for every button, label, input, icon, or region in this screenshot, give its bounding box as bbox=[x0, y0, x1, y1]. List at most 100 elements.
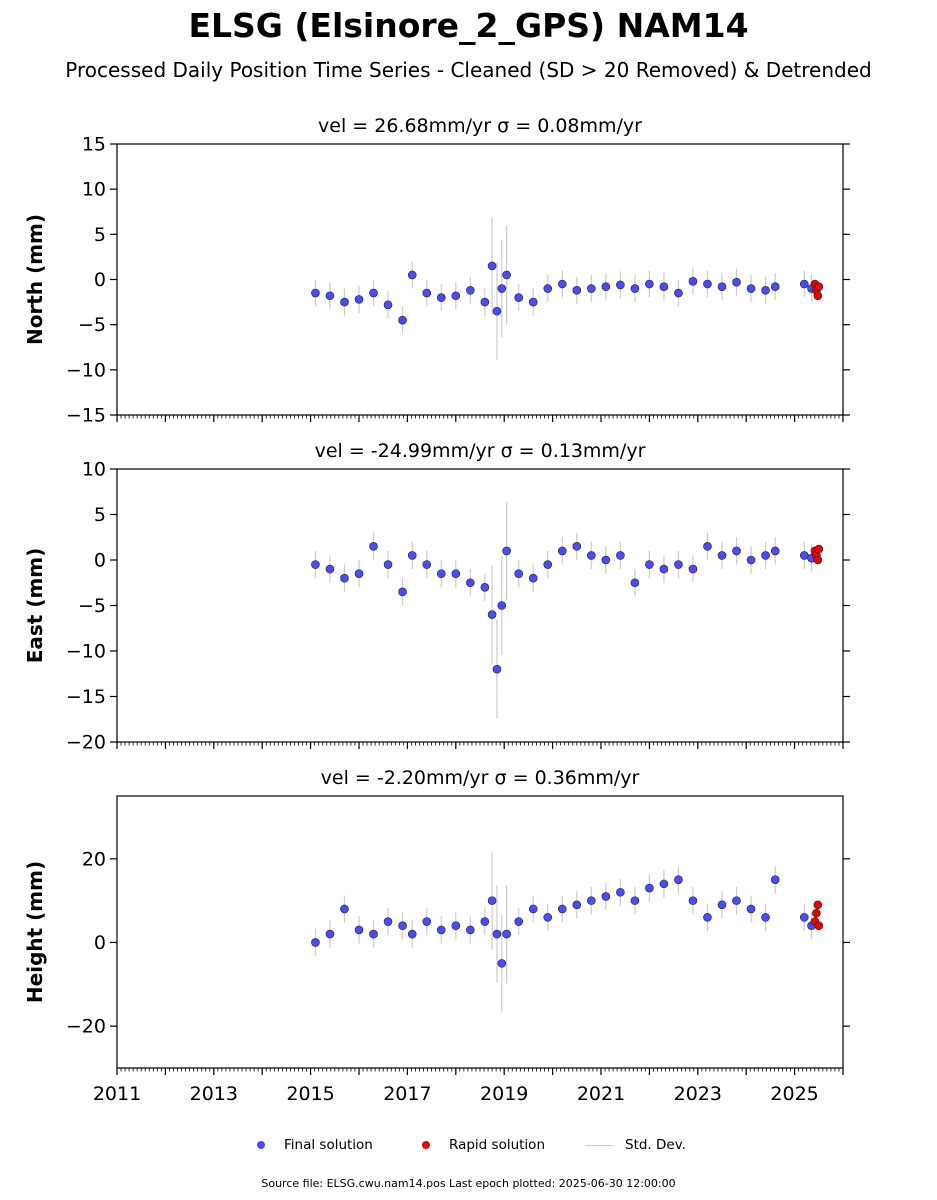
final-solution-point bbox=[616, 551, 625, 560]
final-solution-point bbox=[572, 542, 582, 551]
final-solution-point bbox=[480, 582, 490, 592]
final-solution-point bbox=[543, 284, 553, 293]
final-solution-point bbox=[369, 542, 378, 551]
final-solution-point bbox=[572, 900, 582, 910]
final-solution-point bbox=[557, 546, 567, 556]
final-solution-point bbox=[732, 277, 741, 287]
final-solution-point bbox=[688, 564, 698, 574]
subplot-1: vel = 26.68mm/yr σ = 0.08mm/yr North (mm)… bbox=[23, 115, 850, 427]
final-solution-point bbox=[497, 284, 507, 293]
y-tick-label: 0 bbox=[94, 269, 106, 291]
final-solution-point bbox=[492, 664, 502, 674]
final-solution-point bbox=[799, 913, 809, 922]
final-solution-point bbox=[497, 601, 507, 610]
rapid-solution-point bbox=[813, 555, 823, 565]
final-solution-point bbox=[659, 282, 669, 292]
legend-rapid-label: Rapid solution bbox=[449, 1137, 545, 1153]
y-tick-label: −10 bbox=[66, 359, 106, 381]
plot-frame bbox=[116, 795, 844, 1069]
y-tick-label: −20 bbox=[66, 1016, 106, 1038]
final-solution-point bbox=[616, 280, 625, 290]
final-solution-point bbox=[746, 904, 756, 914]
final-solution-point bbox=[340, 573, 349, 583]
final-solution-point bbox=[422, 917, 432, 926]
final-solution-point bbox=[616, 887, 625, 897]
subplot-title: vel = -2.20mm/yr σ = 0.36mm/yr bbox=[321, 767, 640, 789]
legend-item-std: Std. Dev. bbox=[585, 1137, 686, 1153]
plot-area bbox=[311, 217, 824, 360]
final-solution-point bbox=[325, 291, 335, 301]
y-tick-label: 10 bbox=[82, 459, 106, 481]
final-solution-point bbox=[311, 938, 320, 947]
final-solution-point bbox=[528, 573, 538, 583]
final-solution-point bbox=[398, 587, 407, 597]
legend-final-label: Final solution bbox=[284, 1137, 373, 1153]
final-solution-point bbox=[407, 270, 417, 280]
final-solution-point bbox=[398, 921, 407, 931]
final-solution-point bbox=[688, 277, 698, 286]
final-solution-point bbox=[354, 295, 364, 304]
final-solution-point bbox=[340, 904, 349, 914]
final-solution-point bbox=[514, 293, 524, 302]
final-solution-point bbox=[601, 555, 611, 565]
final-solution-point bbox=[398, 315, 407, 325]
final-solution-point bbox=[645, 560, 654, 569]
final-solution-point bbox=[369, 288, 378, 298]
legend-std-line bbox=[585, 1144, 613, 1146]
subplot-title: vel = 26.68mm/yr σ = 0.08mm/yr bbox=[318, 115, 642, 137]
final-solution-point bbox=[492, 306, 502, 316]
plot-area bbox=[311, 501, 824, 719]
y-tick-label: 20 bbox=[82, 848, 106, 870]
final-solution-point bbox=[466, 578, 475, 588]
y-tick-label: 10 bbox=[82, 179, 106, 201]
y-axis-label: North (mm) bbox=[23, 214, 47, 345]
final-solution-point bbox=[451, 921, 461, 931]
final-solution-point bbox=[502, 546, 511, 556]
rapid-solution-point bbox=[813, 291, 823, 301]
final-solution-point bbox=[497, 959, 507, 968]
rapid-solution-point bbox=[812, 908, 821, 918]
final-solution-point bbox=[436, 293, 446, 302]
final-solution-point bbox=[770, 282, 780, 292]
final-solution-point bbox=[630, 896, 640, 905]
final-solution-point bbox=[761, 551, 770, 560]
final-solution-point bbox=[746, 284, 756, 293]
final-solution-point bbox=[799, 551, 809, 560]
y-axis-label: East (mm) bbox=[23, 548, 47, 664]
final-solution-point bbox=[659, 879, 669, 889]
chart-figure: vel = 26.68mm/yr σ = 0.08mm/yr North (mm)… bbox=[23, 115, 850, 1105]
final-solution-point bbox=[645, 883, 654, 893]
final-solution-point bbox=[717, 282, 727, 292]
final-solution-point bbox=[761, 286, 770, 295]
final-solution-point bbox=[572, 286, 582, 295]
final-solution-point bbox=[601, 282, 611, 292]
final-solution-point bbox=[487, 261, 497, 271]
x-tick-label: 2011 bbox=[93, 1083, 141, 1105]
final-solution-point bbox=[732, 896, 741, 905]
x-tick-label: 2017 bbox=[383, 1083, 431, 1105]
final-solution-point bbox=[487, 610, 497, 619]
y-tick-label: 0 bbox=[94, 932, 106, 954]
x-tick-label: 2015 bbox=[286, 1083, 334, 1105]
chart-subtitle: Processed Daily Position Time Series - C… bbox=[65, 58, 872, 82]
y-tick-label: −5 bbox=[78, 314, 106, 336]
final-solution-point bbox=[587, 896, 596, 905]
y-tick-label: −10 bbox=[66, 641, 106, 663]
rapid-solution-point bbox=[814, 921, 824, 931]
subplot-3: vel = -2.20mm/yr σ = 0.36mm/yr Height (mm… bbox=[23, 767, 850, 1105]
x-tick-label: 2023 bbox=[674, 1083, 722, 1105]
final-solution-point bbox=[543, 913, 553, 922]
final-solution-point bbox=[451, 569, 461, 578]
y-tick-label: 5 bbox=[94, 504, 106, 526]
y-axis-label: Height (mm) bbox=[23, 861, 47, 1003]
final-solution-point bbox=[688, 896, 698, 905]
final-solution-point bbox=[587, 284, 596, 293]
final-solution-point bbox=[487, 896, 497, 905]
final-solution-point bbox=[383, 560, 393, 569]
chart-main-title: ELSG (Elsinore_2_GPS) NAM14 bbox=[188, 6, 749, 45]
legend-item-rapid: Rapid solution bbox=[422, 1137, 545, 1153]
final-solution-point bbox=[369, 929, 378, 939]
final-solution-point bbox=[422, 560, 432, 569]
rapid-solution-point bbox=[814, 282, 824, 292]
y-tick-label: −15 bbox=[66, 405, 106, 427]
